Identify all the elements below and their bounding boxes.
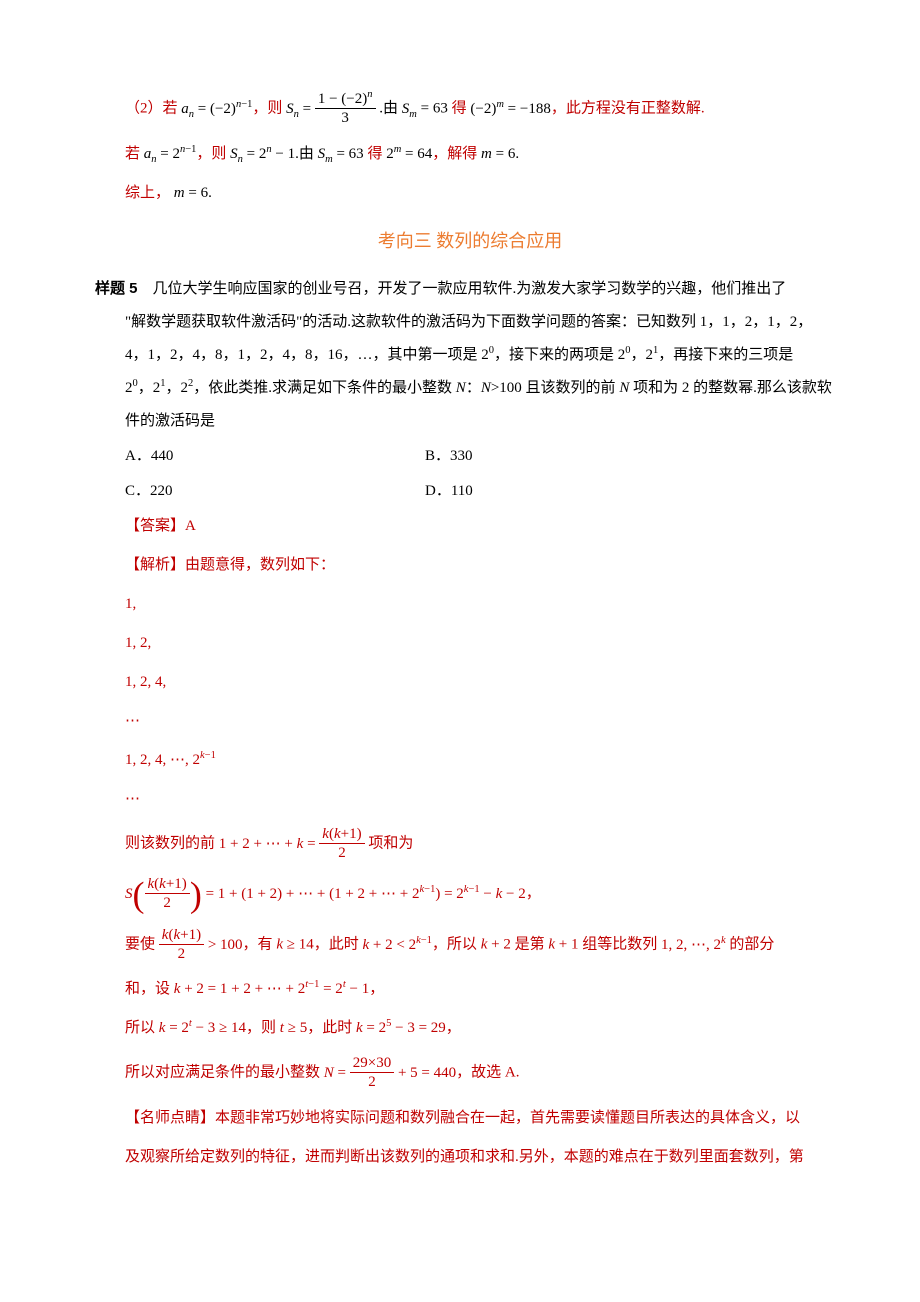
option-d: D．110 bbox=[425, 478, 725, 505]
comment-p1: 【名师点睛】本题非常巧妙地将实际问题和数列融合在一起，首先需要读懂题目所表达的具… bbox=[95, 1105, 845, 1132]
row-3: 1, 2, 4, bbox=[95, 669, 845, 696]
analysis-intro: 【解析】由题意得，数列如下： bbox=[95, 552, 845, 579]
row-6: ⋯ bbox=[95, 786, 845, 813]
option-a: A．440 bbox=[125, 443, 425, 470]
line-pre-sum: 则该数列的前 1 + 2 + ⋯ + k = k(k+1)2 项和为 bbox=[95, 825, 845, 864]
solution-case2: 若 an = 2n−1，则 Sn = 2n − 1.由 Sm = 63 得 2m… bbox=[95, 141, 845, 168]
row-1: 1, bbox=[95, 591, 845, 618]
line-req: 要使 k(k+1)2 > 100，有 k ≥ 14，此时 k + 2 < 2k−… bbox=[95, 926, 845, 965]
options: A．440 B．330 C．220 D．110 bbox=[95, 443, 845, 505]
answer: 【答案】A bbox=[95, 513, 845, 540]
problem-label: 样题 5 bbox=[95, 280, 138, 297]
row-4: ⋯ bbox=[95, 708, 845, 735]
line-S: S(k(k+1)2) = 1 + (1 + 2) + ⋯ + (1 + 2 + … bbox=[95, 875, 845, 914]
comment-p2: 及观察所给定数列的特征，进而判断出该数列的通项和求和.另外，本题的难点在于数列里… bbox=[95, 1144, 845, 1171]
option-c: C．220 bbox=[125, 478, 425, 505]
solution-summary: 综上， m = 6. bbox=[95, 180, 845, 207]
problem-5: 样题 5 几位大学生响应国家的创业号召，开发了一款应用软件.为激发大家学习数学的… bbox=[95, 275, 845, 435]
line-so1: 所以 k = 2t − 3 ≥ 14，则 t ≥ 5，此时 k = 25 − 3… bbox=[95, 1015, 845, 1042]
line-so2: 所以对应满足条件的最小整数 N = 29×302 + 5 = 440，故选 A. bbox=[95, 1054, 845, 1093]
solution-case1: （2）若 an = (−2)n−1，则 Sn = 1 − (−2)n3 .由 S… bbox=[95, 90, 845, 129]
section-heading: 考向三 数列的综合应用 bbox=[95, 225, 845, 257]
row-5: 1, 2, 4, ⋯, 2k−1 bbox=[95, 747, 845, 774]
line-req2: 和，设 k + 2 = 1 + 2 + ⋯ + 2t−1 = 2t − 1， bbox=[95, 976, 845, 1003]
row-2: 1, 2, bbox=[95, 630, 845, 657]
option-b: B．330 bbox=[425, 443, 725, 470]
